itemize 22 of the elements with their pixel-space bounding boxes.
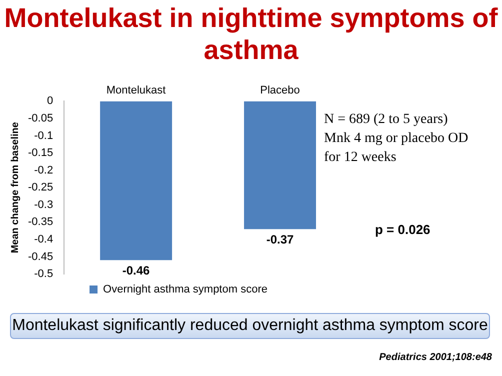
y-tick-label: -0.45 bbox=[28, 250, 54, 263]
y-tick-label: -0.2 bbox=[34, 164, 54, 176]
y-tick-label: -0.05 bbox=[28, 112, 54, 125]
text: p = 0.026 bbox=[375, 222, 430, 237]
data-label: -0.37 bbox=[266, 232, 294, 246]
y-tick-label: -0.35 bbox=[28, 216, 54, 228]
y-tick-label: -0.15 bbox=[28, 147, 54, 160]
y-tick-label: -0.25 bbox=[28, 182, 54, 194]
y-tick-label: -0.4 bbox=[34, 233, 54, 246]
y-tick-label: -0.1 bbox=[34, 130, 54, 142]
annotation: N = 689 (2 to 5 years) Mnk 4 mg or placebo OD for 12 weeks bbox=[324, 111, 468, 167]
text: Pediatrics 2001;108:e48 bbox=[379, 352, 492, 363]
data-label: -0.46 bbox=[122, 263, 150, 278]
x-tick-label: Placebo bbox=[260, 84, 300, 97]
y-tick-label: -0.3 bbox=[34, 198, 54, 211]
chart-title: Montelukast in nighttime symptoms of asthma bbox=[3, 2, 499, 66]
legend-label: Overnight asthma symptom score bbox=[103, 284, 268, 296]
y-tick-label: -0.5 bbox=[34, 268, 54, 280]
y-axis-title: Mean change from baseline bbox=[10, 122, 21, 254]
x-tick-label: Montelukast bbox=[106, 84, 166, 97]
y-tick-label: 0 bbox=[46, 95, 54, 108]
text: Montelukast significantly reduced overnight asthma symptom score bbox=[10, 313, 490, 339]
